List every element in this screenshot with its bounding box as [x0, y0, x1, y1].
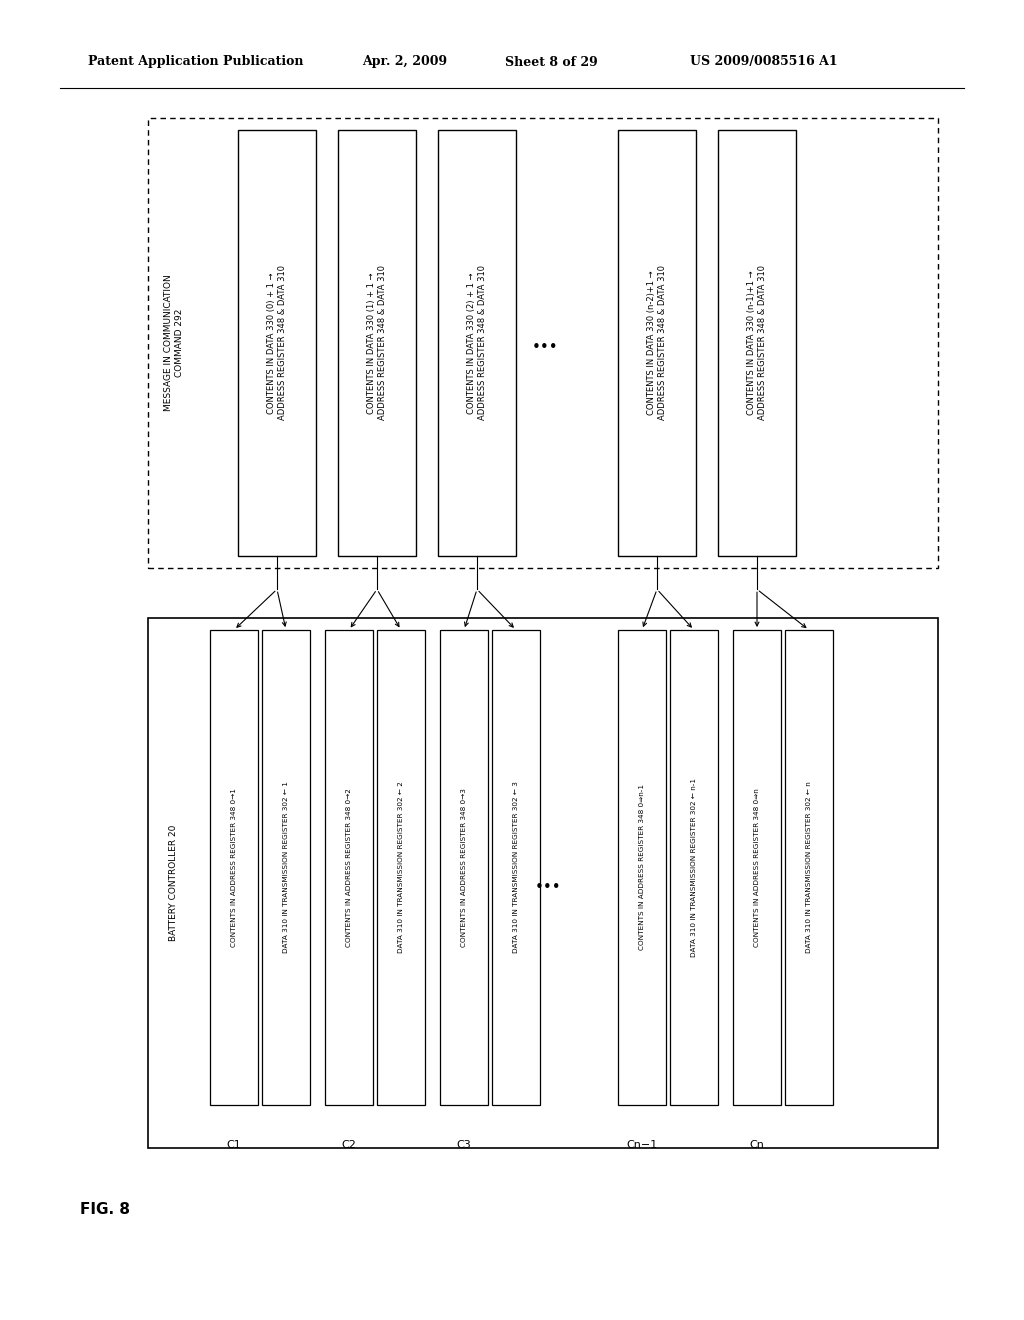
Text: Cn: Cn: [750, 1140, 765, 1150]
Text: US 2009/0085516 A1: US 2009/0085516 A1: [690, 55, 838, 69]
Text: C3: C3: [457, 1140, 471, 1150]
Text: DATA 310 IN TRANSMISSION REGISTER 302 ← n-1: DATA 310 IN TRANSMISSION REGISTER 302 ← …: [691, 777, 697, 957]
Bar: [325, 630, 373, 1105]
Text: BATTERY CONTROLLER 20: BATTERY CONTROLLER 20: [170, 825, 178, 941]
Bar: [440, 630, 488, 1105]
Bar: [733, 630, 781, 1105]
Bar: [238, 129, 316, 556]
Text: Apr. 2, 2009: Apr. 2, 2009: [362, 55, 447, 69]
Text: CONTENTS IN DATA 330 (1) + 1 →
ADDRESS REGISTER 348 & DATA 310: CONTENTS IN DATA 330 (1) + 1 → ADDRESS R…: [368, 265, 387, 421]
Text: Sheet 8 of 29: Sheet 8 of 29: [505, 55, 598, 69]
Text: Cn−1: Cn−1: [627, 1140, 657, 1150]
Text: •••: •••: [535, 880, 561, 895]
Bar: [338, 129, 416, 556]
Text: FIG. 8: FIG. 8: [80, 1203, 130, 1217]
Text: MESSAGE IN COMMUNICATION
COMMAND 292: MESSAGE IN COMMUNICATION COMMAND 292: [164, 275, 183, 412]
Text: •••: •••: [531, 341, 558, 355]
Bar: [718, 129, 796, 556]
Bar: [492, 630, 540, 1105]
Bar: [148, 618, 938, 1148]
Bar: [210, 630, 258, 1105]
Text: CONTENTS IN ADDRESS REGISTER 348 0⇒n-1: CONTENTS IN ADDRESS REGISTER 348 0⇒n-1: [639, 784, 645, 950]
Bar: [618, 129, 696, 556]
Text: Patent Application Publication: Patent Application Publication: [88, 55, 303, 69]
Text: DATA 310 IN TRANSMISSION REGISTER 302 ← 1: DATA 310 IN TRANSMISSION REGISTER 302 ← …: [283, 781, 289, 953]
Text: CONTENTS IN ADDRESS REGISTER 348 0⇒n: CONTENTS IN ADDRESS REGISTER 348 0⇒n: [754, 788, 760, 946]
Text: CONTENTS IN DATA 330 (n-1)+1 →
ADDRESS REGISTER 348 & DATA 310: CONTENTS IN DATA 330 (n-1)+1 → ADDRESS R…: [748, 265, 767, 421]
Text: CONTENTS IN DATA 330 (2) + 1 →
ADDRESS REGISTER 348 & DATA 310: CONTENTS IN DATA 330 (2) + 1 → ADDRESS R…: [467, 265, 486, 421]
Text: DATA 310 IN TRANSMISSION REGISTER 302 ← 2: DATA 310 IN TRANSMISSION REGISTER 302 ← …: [398, 781, 404, 953]
Text: DATA 310 IN TRANSMISSION REGISTER 302 ← n: DATA 310 IN TRANSMISSION REGISTER 302 ← …: [806, 781, 812, 953]
Text: C2: C2: [342, 1140, 356, 1150]
Text: CONTENTS IN ADDRESS REGISTER 348 0→3: CONTENTS IN ADDRESS REGISTER 348 0→3: [461, 788, 467, 946]
Text: C1: C1: [226, 1140, 242, 1150]
Bar: [377, 630, 425, 1105]
Text: DATA 310 IN TRANSMISSION REGISTER 302 ← 3: DATA 310 IN TRANSMISSION REGISTER 302 ← …: [513, 781, 519, 953]
Bar: [438, 129, 516, 556]
Text: CONTENTS IN DATA 330 (0) + 1 →
ADDRESS REGISTER 348 & DATA 310: CONTENTS IN DATA 330 (0) + 1 → ADDRESS R…: [267, 265, 287, 421]
Text: CONTENTS IN DATA 330 (n-2)+1 →
ADDRESS REGISTER 348 & DATA 310: CONTENTS IN DATA 330 (n-2)+1 → ADDRESS R…: [647, 265, 667, 421]
Bar: [618, 630, 666, 1105]
Bar: [785, 630, 833, 1105]
Bar: [148, 117, 938, 568]
Bar: [262, 630, 310, 1105]
Bar: [670, 630, 718, 1105]
Text: CONTENTS IN ADDRESS REGISTER 348 0→1: CONTENTS IN ADDRESS REGISTER 348 0→1: [231, 788, 237, 946]
Text: CONTENTS IN ADDRESS REGISTER 348 0→2: CONTENTS IN ADDRESS REGISTER 348 0→2: [346, 788, 352, 946]
